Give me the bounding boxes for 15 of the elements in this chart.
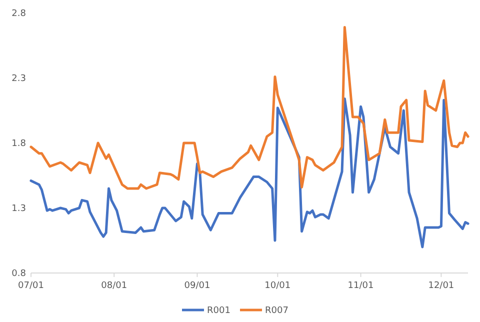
x-tick-label: 11/01 xyxy=(348,281,374,291)
legend-label: R001 xyxy=(207,306,230,316)
x-tick-label: 10/01 xyxy=(264,281,291,291)
y-tick-label: 2.8 xyxy=(12,9,26,19)
line-series xyxy=(30,98,470,248)
x-tick-label: 08/01 xyxy=(101,281,128,291)
y-tick-label: 2.3 xyxy=(12,74,26,84)
x-tick-label: 09/01 xyxy=(184,281,210,291)
y-tick-label: 1.8 xyxy=(12,139,26,149)
y-tick-label: 1.3 xyxy=(12,204,26,214)
x-tick-label: 12/01 xyxy=(428,281,454,291)
x-tick-label: 07/01 xyxy=(18,281,44,291)
legend-label: R007 xyxy=(265,306,288,316)
line-series xyxy=(30,26,470,190)
y-tick-label: 0.8 xyxy=(12,269,26,279)
